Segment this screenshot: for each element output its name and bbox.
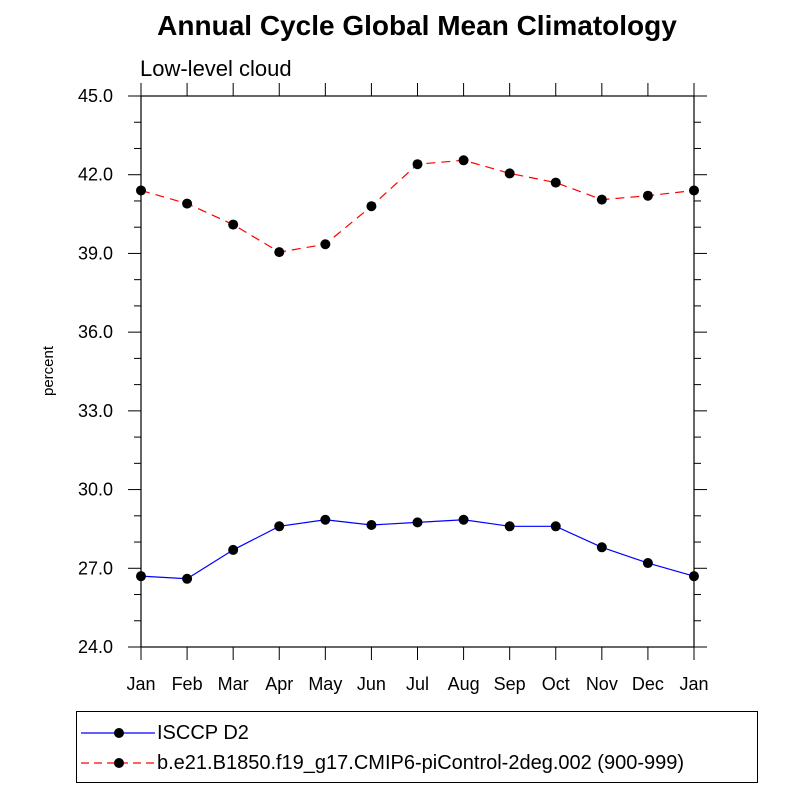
x-tick-label: Mar xyxy=(218,674,249,694)
legend-item-isccp: ISCCP D2 xyxy=(77,718,757,748)
y-tick-label: 39.0 xyxy=(78,243,113,263)
data-point xyxy=(504,168,515,179)
legend: ISCCP D2 b.e21.B1850.f19_g17.CMIP6-piCon… xyxy=(76,711,758,783)
x-tick-label: Dec xyxy=(632,674,664,694)
data-point xyxy=(228,219,239,230)
chart-subtitle: Low-level cloud xyxy=(140,56,292,81)
x-tick-label: Oct xyxy=(542,674,570,694)
data-point xyxy=(642,190,653,201)
data-point xyxy=(320,239,331,250)
series-line-0 xyxy=(140,519,695,580)
data-point xyxy=(182,573,193,584)
plot-frame xyxy=(140,95,695,648)
y-tick-label: 45.0 xyxy=(78,86,113,106)
data-point xyxy=(366,519,377,530)
x-tick-label: Jun xyxy=(357,674,386,694)
data-point xyxy=(182,198,193,209)
data-point xyxy=(458,155,469,166)
data-point xyxy=(596,542,607,553)
series-0 xyxy=(136,514,699,584)
legend-swatch-isccp xyxy=(81,728,155,738)
data-point xyxy=(689,571,699,582)
x-tick-label: Jul xyxy=(406,674,429,694)
data-point xyxy=(550,177,561,188)
data-point xyxy=(412,517,423,528)
data-point xyxy=(550,521,561,532)
y-axis-label: percent xyxy=(40,345,57,396)
x-tick-label: Aug xyxy=(448,674,480,694)
y-tick-label: 30.0 xyxy=(78,480,113,500)
y-tick-label: 42.0 xyxy=(78,165,113,185)
chart-title: Annual Cycle Global Mean Climatology xyxy=(157,10,677,41)
data-point xyxy=(412,159,423,170)
data-point xyxy=(274,247,285,258)
data-point xyxy=(228,544,239,555)
x-tick-label: Nov xyxy=(586,674,618,694)
data-point xyxy=(458,514,469,525)
plot-area: 24.0 27.0 30.0 33.0 36.0 39.0 42.0 45.0 Jan Feb Ma… xyxy=(78,83,709,694)
legend-label-model: b.e21.B1850.f19_g17.CMIP6-piControl-2deg… xyxy=(157,752,685,774)
y-tick-label: 36.0 xyxy=(78,322,113,342)
legend-item-model: b.e21.B1850.f19_g17.CMIP6-piControl-2deg… xyxy=(77,748,757,778)
x-tick-label: Jan xyxy=(126,674,155,694)
data-point xyxy=(136,571,146,582)
data-point xyxy=(642,558,653,569)
x-tick-label: Sep xyxy=(494,674,526,694)
x-tick-label: Feb xyxy=(172,674,203,694)
y-tick-label: 33.0 xyxy=(78,401,113,421)
x-tick-label: Jan xyxy=(679,674,708,694)
series-line-1 xyxy=(140,159,695,253)
y-tick-label: 24.0 xyxy=(78,637,113,657)
x-tick-label: May xyxy=(308,674,342,694)
data-point xyxy=(366,201,377,212)
series-layer xyxy=(136,155,699,584)
series-1 xyxy=(136,155,699,258)
data-point xyxy=(689,185,699,196)
data-point xyxy=(596,194,607,205)
data-point xyxy=(504,521,515,532)
data-point xyxy=(320,514,331,525)
legend-label-isccp: ISCCP D2 xyxy=(157,722,249,744)
x-tick-label: Apr xyxy=(265,674,293,694)
data-point xyxy=(136,185,146,196)
data-point xyxy=(274,521,285,532)
y-tick-label: 27.0 xyxy=(78,558,113,578)
legend-swatch-model xyxy=(81,758,155,768)
